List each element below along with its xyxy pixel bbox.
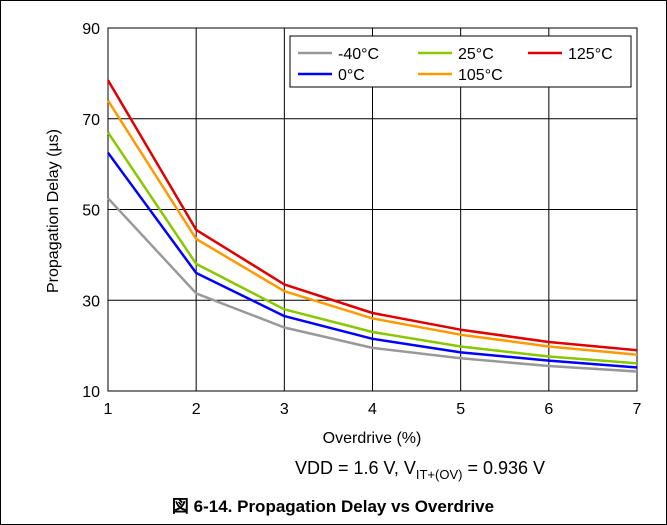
- x-axis-ticks: 1 2 3 4 5 6 7: [104, 401, 642, 418]
- y-tick-label: 50: [82, 203, 100, 220]
- legend-box: [289, 35, 632, 88]
- legend-label: 105°C: [458, 67, 503, 84]
- legend: -40°C 25°C 125°C 0°C 105°C: [289, 35, 632, 88]
- series-lines: [106, 79, 638, 373]
- y-axis-ticks: 10 30 50 70 90: [82, 21, 100, 401]
- x-tick-label: 7: [633, 401, 642, 418]
- legend-label: 25°C: [458, 46, 494, 63]
- x-tick-label: 6: [544, 401, 553, 418]
- series-line--40c: [107, 197, 638, 373]
- series-line-125c: [106, 79, 638, 352]
- series-line-105c: [106, 99, 638, 356]
- x-tick-label: 4: [368, 401, 377, 418]
- series-line-0c: [106, 152, 638, 369]
- x-tick-label: 2: [192, 401, 201, 418]
- y-tick-label: 70: [82, 112, 100, 129]
- series-line-25c: [106, 131, 638, 365]
- y-tick-label: 30: [82, 293, 100, 310]
- x-tick-label: 1: [104, 401, 113, 418]
- condition-prefix: VDD = 1.6 V, V: [295, 458, 416, 478]
- x-tick-label: 5: [456, 401, 465, 418]
- x-axis-label: Overdrive (%): [323, 430, 422, 447]
- test-condition: VDD = 1.6 V, VIT+(OV) = 0.936 V: [295, 458, 545, 482]
- plot-area: [107, 27, 638, 392]
- y-axis-label: Propagation Delay (µs): [45, 129, 62, 293]
- y-tick-label: 90: [82, 21, 100, 38]
- y-tick-label: 10: [82, 384, 100, 401]
- condition-suffix: = 0.936 V: [462, 458, 545, 478]
- legend-label: 0°C: [338, 67, 365, 84]
- legend-label: 125°C: [568, 46, 613, 63]
- legend-label: -40°C: [338, 46, 379, 63]
- x-tick-label: 3: [280, 401, 289, 418]
- figure-caption: 図 6-14. Propagation Delay vs Overdrive: [172, 497, 494, 516]
- condition-subscript: IT+(OV): [416, 467, 463, 482]
